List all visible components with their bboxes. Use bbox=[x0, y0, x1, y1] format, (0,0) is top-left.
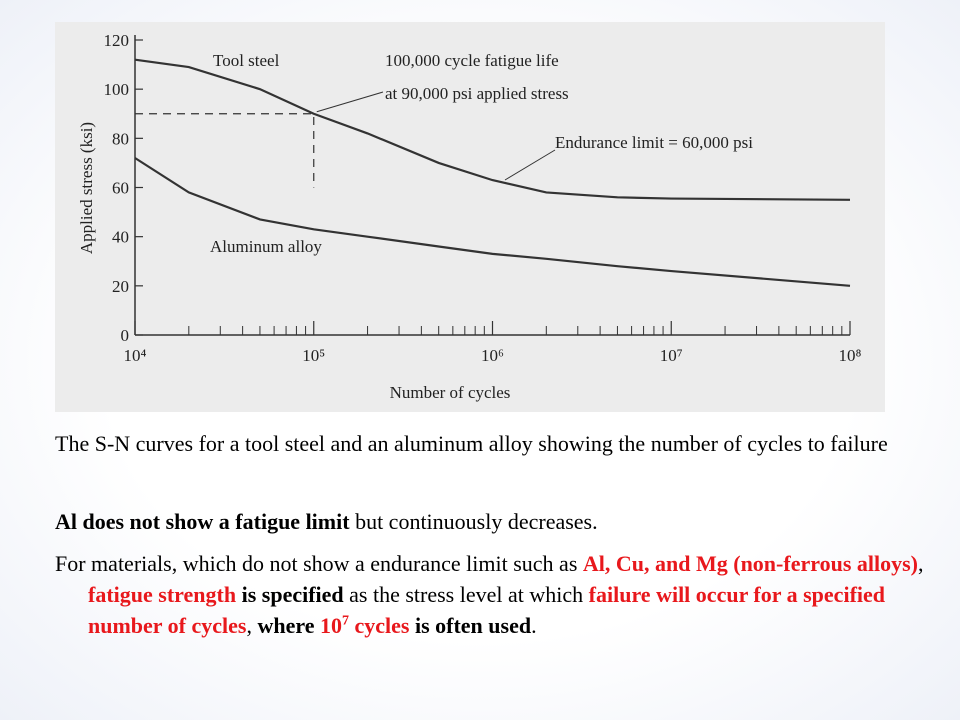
leader bbox=[504, 149, 556, 181]
leader bbox=[316, 91, 384, 113]
x-tick-label: 10⁶ bbox=[481, 346, 504, 365]
paragraph: For materials, which do not show a endur… bbox=[55, 548, 958, 641]
text-run: fatigue strength bbox=[88, 582, 237, 607]
y-axis-label: Applied stress (ksi) bbox=[77, 122, 96, 254]
y-tick-label: 120 bbox=[104, 31, 130, 50]
text-run: 10 bbox=[320, 613, 342, 638]
x-tick-label: 10⁷ bbox=[660, 346, 683, 365]
caption: The S-N curves for a tool steel and an a… bbox=[55, 428, 925, 459]
text-run: For materials, which do not show a endur… bbox=[55, 551, 583, 576]
y-tick-label: 100 bbox=[104, 80, 130, 99]
x-axis-label: Number of cycles bbox=[390, 383, 511, 402]
text-run: , bbox=[918, 551, 924, 576]
y-tick-label: 60 bbox=[112, 179, 129, 198]
series-label: Tool steel bbox=[213, 51, 280, 70]
text-run: is specified bbox=[236, 582, 344, 607]
text-run: Al, Cu, and Mg (non-ferrous alloys) bbox=[582, 551, 919, 576]
paragraph: Al does not show a fatigue limit but con… bbox=[55, 506, 925, 537]
x-tick-label: 10⁸ bbox=[839, 346, 862, 365]
text-run: is often used bbox=[409, 613, 532, 638]
text-run: . bbox=[531, 613, 537, 638]
annotation: 100,000 cycle fatigue life bbox=[385, 51, 559, 70]
chart: Applied stress (ksi) Number of cycles 0 2… bbox=[55, 22, 885, 412]
text-run: as the stress level at which bbox=[343, 582, 589, 607]
text-run: failure will occur for a specified numbe… bbox=[88, 582, 886, 638]
text-run: but continuously decreases. bbox=[349, 509, 598, 534]
text-run: 7 bbox=[342, 613, 349, 629]
y-tick-label: 80 bbox=[112, 129, 129, 148]
text-run: The S-N curves for a tool steel and an a… bbox=[55, 431, 888, 456]
series-line bbox=[134, 58, 851, 201]
reference-line bbox=[135, 113, 315, 188]
text-run: Al does not show a fatigue limit bbox=[55, 509, 350, 534]
series-line bbox=[134, 157, 851, 287]
text-run: , bbox=[246, 613, 258, 638]
chart-background bbox=[55, 22, 885, 412]
text-run: cycles bbox=[349, 613, 410, 638]
series-label: Aluminum alloy bbox=[210, 237, 322, 256]
y-tick-label: 40 bbox=[112, 228, 129, 247]
annotation: at 90,000 psi applied stress bbox=[385, 84, 569, 103]
x-tick-label: 10⁵ bbox=[302, 346, 325, 365]
x-tick-label: 10⁴ bbox=[124, 346, 147, 365]
annotation: Endurance limit = 60,000 psi bbox=[555, 133, 753, 152]
text-run: where bbox=[257, 613, 320, 638]
y-tick-label: 0 bbox=[121, 326, 130, 345]
y-tick-label: 20 bbox=[112, 277, 129, 296]
